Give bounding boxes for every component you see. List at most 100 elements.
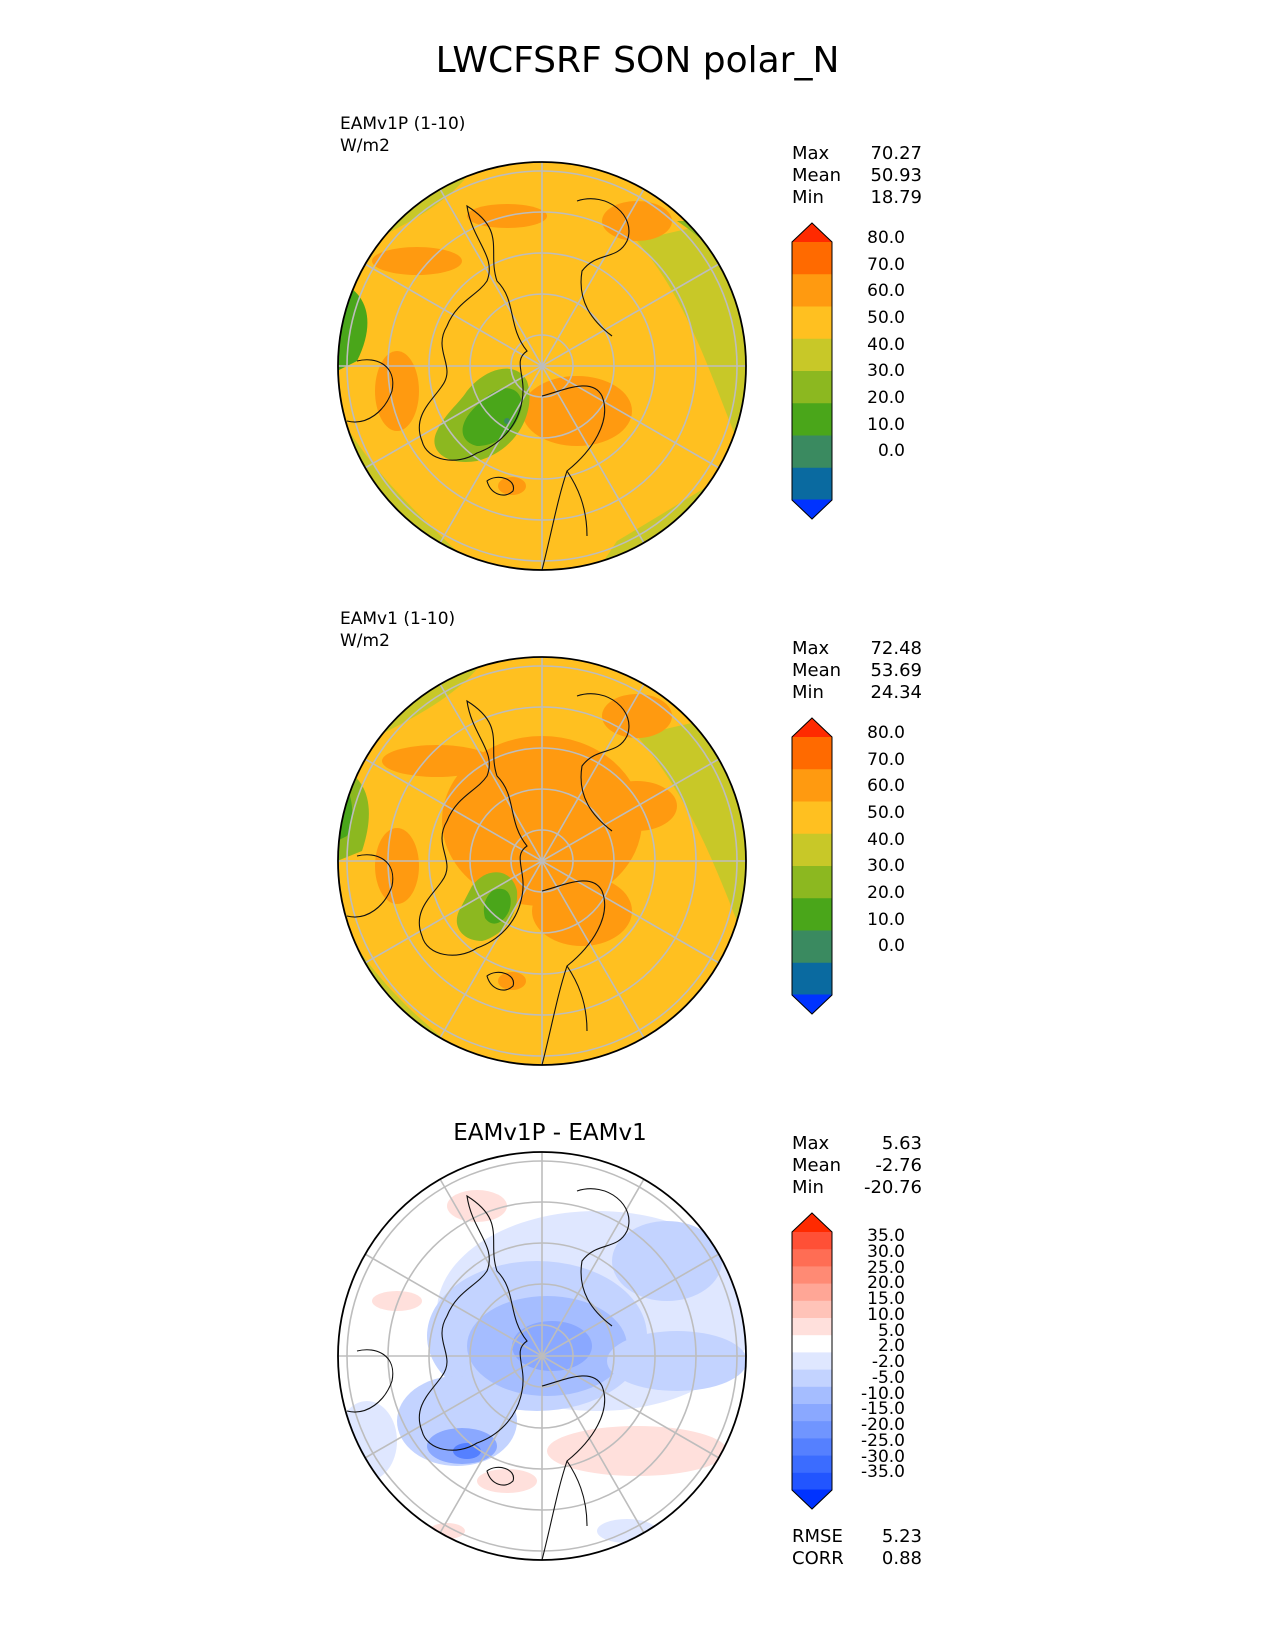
colorbar-tick-label: -10.0 — [861, 1383, 905, 1404]
colorbar-tick-label: -35.0 — [861, 1462, 905, 1483]
panel-1-header: EAMv1P (1-10) W/m2 — [340, 113, 465, 157]
colorbar-swatch — [792, 769, 832, 803]
colorbar-swatch — [792, 467, 832, 501]
colorbar-tick-label: 30.0 — [867, 856, 905, 877]
colorbar-swatch — [792, 1472, 832, 1491]
colorbar-tick-label: 30.0 — [867, 1241, 905, 1262]
colorbar-tick-label: 2.0 — [877, 1336, 905, 1357]
max-value: 72.48 — [870, 638, 922, 659]
colorbar-swatch — [792, 274, 832, 308]
min-value: 24.34 — [870, 682, 922, 703]
panel-1-polar-map — [337, 161, 747, 571]
colorbar-swatch — [792, 1283, 832, 1302]
colorbar-tick-label: 10.0 — [867, 1304, 905, 1325]
panel-3-stats: Max 5.63 Mean -2.76 Min -20.76 — [792, 1133, 922, 1199]
colorbar-swatch — [792, 962, 832, 996]
panel-2-model-name: EAMv1 (1-10) — [340, 609, 456, 629]
corr-label: CORR — [792, 1548, 844, 1569]
rmse-value: 5.23 — [881, 1526, 922, 1547]
colorbar-tick-label: 30.0 — [867, 361, 905, 382]
panel-2-colorbar — [791, 717, 833, 1015]
colorbar-swatch — [792, 1438, 832, 1457]
colorbar-swatch — [792, 371, 832, 404]
colorbar-swatch — [792, 435, 832, 469]
colorbar-tick-label: 70.0 — [867, 749, 905, 770]
max-value: 5.63 — [881, 1133, 922, 1154]
colorbar-swatch — [792, 1318, 832, 1336]
colorbar-swatch — [792, 1249, 832, 1267]
colorbar-swatch — [792, 499, 832, 519]
colorbar-tick-label: -2.0 — [871, 1352, 905, 1372]
colorbar-tick-label: 80.0 — [867, 723, 905, 743]
corr-value: 0.88 — [881, 1548, 922, 1569]
min-value: -20.76 — [863, 1177, 922, 1198]
colorbar-tick-label: 40.0 — [867, 829, 905, 850]
colorbar-swatch — [792, 1335, 832, 1353]
colorbar-swatch — [792, 898, 832, 932]
panel-2-header: EAMv1 (1-10) W/m2 — [340, 608, 455, 652]
colorbar-outline — [791, 222, 833, 520]
colorbar-swatch — [792, 994, 832, 1014]
colorbar-tick-label: 20.0 — [867, 388, 905, 408]
colorbar-swatch — [792, 306, 832, 340]
colorbar-tick-label: 0.0 — [877, 441, 905, 462]
colorbar-outline — [791, 717, 833, 1015]
colorbar-swatch — [792, 223, 832, 243]
colorbar-tick-label: 20.0 — [867, 1273, 905, 1294]
colorbar-tick-label: 80.0 — [867, 228, 905, 248]
panel-2-units: W/m2 — [340, 631, 390, 651]
colorbar-tick-label: 10.0 — [867, 909, 905, 930]
colorbar-swatch — [792, 1386, 832, 1405]
colorbar-swatch — [792, 866, 832, 899]
colorbar-tick-label: -20.0 — [861, 1415, 905, 1435]
figure-title: LWCFSRF SON polar_N — [435, 40, 840, 81]
colorbar-swatch — [792, 1455, 832, 1474]
colorbar-tick-label: -15.0 — [861, 1399, 905, 1420]
panel-2-stats: Max 72.48 Mean 53.69 Min 24.34 — [792, 638, 922, 704]
colorbar-outline — [791, 1212, 833, 1510]
mean-label: Mean — [792, 165, 842, 186]
mean-label: Mean — [792, 660, 842, 681]
colorbar-swatch — [792, 801, 832, 835]
colorbar-swatch — [792, 718, 832, 738]
colorbar-swatch — [792, 737, 832, 770]
panel-1-stats: Max 70.27 Mean 50.93 Min 18.79 — [792, 143, 922, 209]
mean-value: 53.69 — [870, 660, 922, 681]
colorbar-tick-label: 70.0 — [867, 254, 905, 275]
panel-3-metrics: RMSE 5.23 CORR 0.88 — [792, 1526, 922, 1570]
colorbar-swatch — [792, 338, 832, 372]
colorbar-swatch — [792, 1266, 832, 1285]
min-label: Min — [792, 682, 824, 703]
colorbar-swatch — [792, 1232, 832, 1250]
colorbar-swatch — [792, 1352, 832, 1371]
colorbar-tick-label: 50.0 — [867, 803, 905, 823]
panel-1-colorbar — [791, 222, 833, 520]
max-label: Max — [792, 143, 830, 164]
colorbar-tick-label: -5.0 — [871, 1367, 905, 1388]
max-value: 70.27 — [870, 143, 922, 164]
colorbar-swatch — [792, 833, 832, 867]
colorbar-swatch — [792, 930, 832, 964]
colorbar-tick-label: 5.0 — [877, 1320, 905, 1341]
colorbar-tick-label: 0.0 — [877, 936, 905, 957]
panel-3-title: EAMv1P - EAMv1 — [453, 1120, 647, 1146]
colorbar-tick-label: -25.0 — [861, 1430, 905, 1451]
colorbar-tick-label: -30.0 — [861, 1446, 905, 1467]
panel-1-units: W/m2 — [340, 136, 390, 156]
panel-1-colorbar-ticks: 80.0 70.0 60.0 50.0 40.0 30.0 20.0 10.0 0.0 — [845, 230, 925, 490]
colorbar-swatch — [792, 1404, 832, 1422]
colorbar-swatch — [792, 403, 832, 437]
colorbar-tick-label: 25.0 — [867, 1257, 905, 1278]
panel-3-colorbar — [791, 1212, 833, 1510]
panel-3-colorbar-ticks: 35.0 30.0 25.0 20.0 15.0 10.0 5.0 2.0 -2.0 -5.0 -1… — [845, 1228, 925, 1483]
colorbar-swatch — [792, 1421, 832, 1439]
colorbar-tick-label: 15.0 — [867, 1289, 905, 1309]
colorbar-swatch — [792, 1369, 832, 1388]
max-label: Max — [792, 638, 830, 659]
colorbar-tick-label: 60.0 — [867, 281, 905, 302]
panel-2-polar-map — [337, 656, 747, 1066]
min-label: Min — [792, 1177, 824, 1198]
max-label: Max — [792, 1133, 830, 1154]
colorbar-swatch — [792, 1300, 832, 1319]
rmse-label: RMSE — [792, 1526, 843, 1547]
